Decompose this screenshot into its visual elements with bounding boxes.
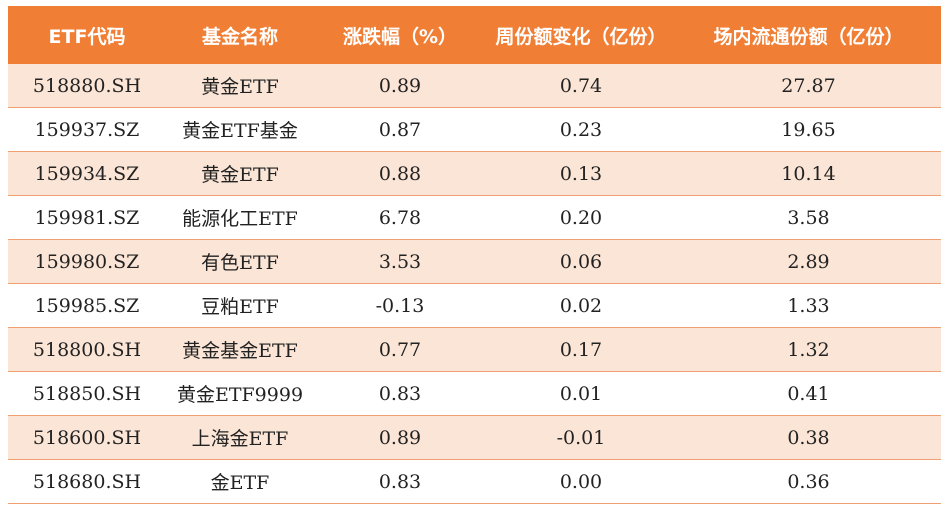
cell-etf-code: 159980.SZ xyxy=(34,250,140,273)
cell-weekly-share-change: 0.20 xyxy=(559,206,603,229)
header-fund-name: 基金名称 xyxy=(201,25,278,48)
cell-weekly-share-change: 0.02 xyxy=(559,294,603,317)
cell-floating-shares: 2.89 xyxy=(787,250,830,273)
cell-etf-code: 518800.SH xyxy=(32,338,142,361)
cell-etf-code: 159937.SZ xyxy=(34,118,140,141)
cell-change-pct: 0.89 xyxy=(378,426,422,449)
cell-etf-code: 518850.SH xyxy=(32,382,142,405)
cell-floating-shares: 3.58 xyxy=(787,206,830,229)
cell-floating-shares: 27.87 xyxy=(781,74,836,97)
cell-change-pct: 0.83 xyxy=(378,470,422,493)
etf-table: ETF代码 基金名称 涨跌幅（%） 周份额变化（亿份） 场内流通份额（亿份） 5… xyxy=(8,6,941,504)
cell-weekly-share-change: -0.01 xyxy=(556,426,606,449)
cell-weekly-share-change: 0.01 xyxy=(559,382,603,405)
cell-change-pct: 0.83 xyxy=(378,382,422,405)
table-row: 518600.SH 上海金ETF 0.89 -0.01 0.38 xyxy=(8,416,941,460)
cell-change-pct: 6.78 xyxy=(378,206,422,229)
cell-floating-shares: 0.41 xyxy=(787,382,830,405)
cell-etf-code: 159985.SZ xyxy=(34,294,140,317)
header-etf-code: ETF代码 xyxy=(48,25,126,48)
cell-fund-name: 金ETF xyxy=(210,472,270,494)
cell-fund-name: 黄金ETF xyxy=(201,76,279,98)
cell-etf-code: 518680.SH xyxy=(32,470,142,493)
table-row: 518800.SH 黄金基金ETF 0.77 0.17 1.32 xyxy=(8,328,941,372)
cell-change-pct: 0.77 xyxy=(378,338,422,361)
table-row: 159985.SZ 豆粕ETF -0.13 0.02 1.33 xyxy=(8,284,941,328)
cell-change-pct: 0.87 xyxy=(378,118,422,141)
header-weekly-share-change: 周份额变化（亿份） xyxy=(495,25,667,48)
table-row: 159937.SZ 黄金ETF基金 0.87 0.23 19.65 xyxy=(8,108,941,152)
table-row: 518680.SH 金ETF 0.83 0.00 0.36 xyxy=(8,460,941,504)
table-row: 518880.SH 黄金ETF 0.89 0.74 27.87 xyxy=(8,64,941,108)
cell-weekly-share-change: 0.13 xyxy=(559,162,603,185)
cell-etf-code: 159934.SZ xyxy=(34,162,140,185)
table-row: 159981.SZ 能源化工ETF 6.78 0.20 3.58 xyxy=(8,196,941,240)
cell-fund-name: 黄金ETF9999 xyxy=(176,384,304,406)
table-row: 159980.SZ 有色ETF 3.53 0.06 2.89 xyxy=(8,240,941,284)
cell-change-pct: 3.53 xyxy=(378,250,422,273)
cell-etf-code: 159981.SZ xyxy=(34,206,140,229)
cell-weekly-share-change: 0.06 xyxy=(559,250,603,273)
cell-floating-shares: 1.33 xyxy=(787,294,830,317)
cell-change-pct: -0.13 xyxy=(375,294,425,317)
header-floating-shares: 场内流通份额（亿份） xyxy=(713,25,904,48)
table-body: 518880.SH 黄金ETF 0.89 0.74 27.87 159937.SZ 黄金ET… xyxy=(8,64,941,504)
cell-floating-shares: 0.36 xyxy=(787,470,830,493)
cell-floating-shares: 1.32 xyxy=(787,338,830,361)
cell-weekly-share-change: 0.74 xyxy=(559,74,603,97)
cell-change-pct: 0.88 xyxy=(378,162,422,185)
cell-weekly-share-change: 0.00 xyxy=(559,470,603,493)
cell-etf-code: 518880.SH xyxy=(32,74,142,97)
cell-floating-shares: 19.65 xyxy=(781,118,836,141)
header-change-pct: 涨跌幅（%） xyxy=(342,25,458,48)
cell-fund-name: 有色ETF xyxy=(201,252,279,274)
table-row: 518850.SH 黄金ETF9999 0.83 0.01 0.41 xyxy=(8,372,941,416)
cell-etf-code: 518600.SH xyxy=(32,426,142,449)
cell-fund-name: 黄金ETF基金 xyxy=(182,120,298,142)
cell-fund-name: 上海金ETF xyxy=(191,428,289,450)
cell-fund-name: 黄金基金ETF xyxy=(182,340,298,362)
cell-floating-shares: 10.14 xyxy=(781,162,836,185)
cell-fund-name: 豆粕ETF xyxy=(201,296,279,318)
cell-fund-name: 黄金ETF xyxy=(201,164,279,186)
cell-fund-name: 能源化工ETF xyxy=(182,208,298,230)
table-row: 159934.SZ 黄金ETF 0.88 0.13 10.14 xyxy=(8,152,941,196)
table-header: ETF代码 基金名称 涨跌幅（%） 周份额变化（亿份） 场内流通份额（亿份） xyxy=(8,6,941,64)
cell-change-pct: 0.89 xyxy=(378,74,422,97)
cell-weekly-share-change: 0.17 xyxy=(559,338,603,361)
cell-floating-shares: 0.38 xyxy=(787,426,830,449)
cell-weekly-share-change: 0.23 xyxy=(559,118,603,141)
